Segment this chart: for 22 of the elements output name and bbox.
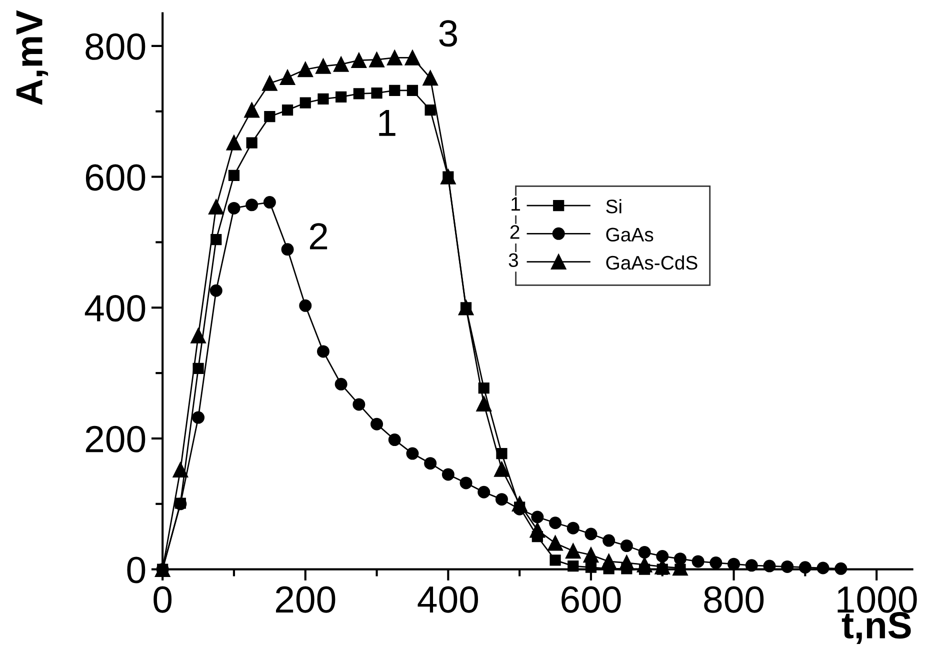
x-tick-label: 200 (276, 586, 336, 613)
legend-label: GaAs-CdS (606, 255, 698, 270)
legend-label: Si (606, 199, 622, 214)
annotation: 1 (379, 110, 396, 136)
legend-label: GaAs (606, 228, 654, 242)
y-axis-title: A,mV (16, 10, 48, 105)
annotation: 2 (310, 223, 328, 250)
y-tick-label: 0 (127, 556, 146, 584)
x-tick-label: 800 (704, 586, 764, 613)
y-tick-label: 400 (84, 295, 146, 322)
x-tick-label: 400 (418, 586, 478, 613)
text: 2 (510, 225, 520, 239)
text: 3 (508, 253, 518, 268)
annotation: 3 (439, 20, 457, 47)
x-tick-label: 0 (154, 586, 172, 613)
text: 1 (512, 197, 520, 211)
x-tick-label: 600 (562, 586, 621, 613)
y-tick-label: 200 (86, 426, 146, 452)
y-tick-label: 800 (86, 33, 146, 60)
y-tick-label: 600 (86, 164, 146, 191)
x-tick-label: 1000 (838, 586, 917, 613)
x-axis-title: t,nS (842, 612, 911, 644)
